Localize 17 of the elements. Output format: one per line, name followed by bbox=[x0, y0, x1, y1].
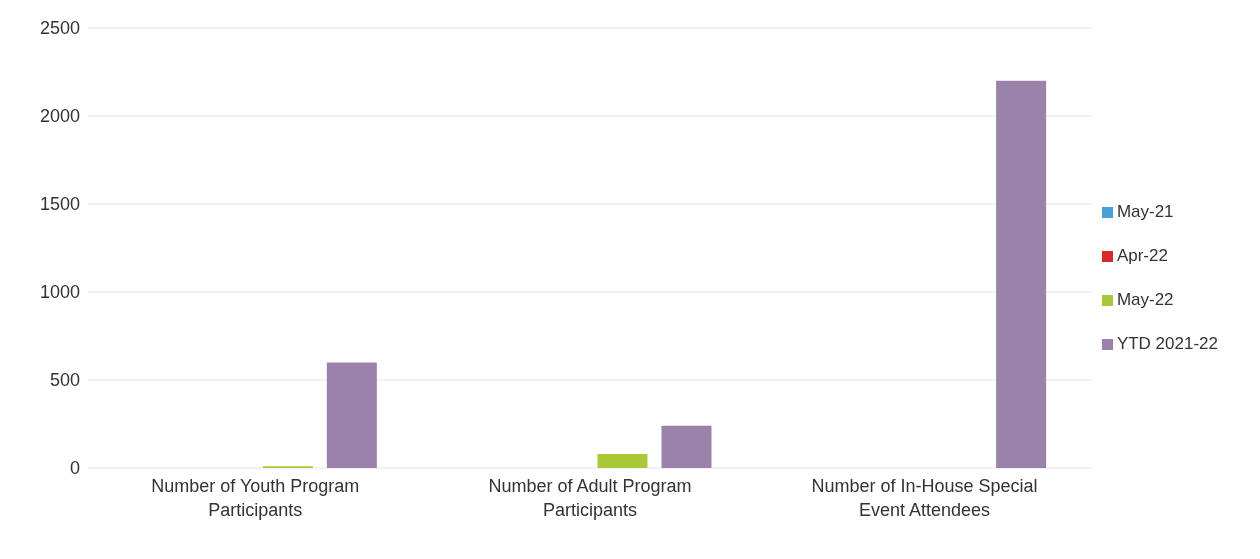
y-tick-label: 500 bbox=[49, 370, 80, 391]
legend-label: May-21 bbox=[1116, 202, 1174, 221]
y-tick-label: 2500 bbox=[39, 18, 80, 39]
y-tick-label: 0 bbox=[69, 458, 80, 479]
legend-label: Apr-22 bbox=[1116, 246, 1168, 265]
y-tick-label: 1000 bbox=[39, 282, 80, 303]
y-tick-label: 1500 bbox=[39, 194, 80, 215]
bar bbox=[661, 425, 712, 468]
bar bbox=[996, 80, 1047, 468]
x-tick-label: Number of Adult Program Participants bbox=[488, 476, 692, 520]
bar bbox=[326, 362, 377, 468]
bar bbox=[597, 453, 648, 468]
x-tick-label: Number of Youth Program Participants bbox=[151, 476, 360, 520]
legend-label: May-22 bbox=[1116, 290, 1174, 309]
legend-label: YTD 2021-22 bbox=[1116, 334, 1218, 353]
x-tick-label: Number of In-House Special Event Attendees bbox=[811, 476, 1038, 520]
y-tick-label: 2000 bbox=[39, 106, 80, 127]
